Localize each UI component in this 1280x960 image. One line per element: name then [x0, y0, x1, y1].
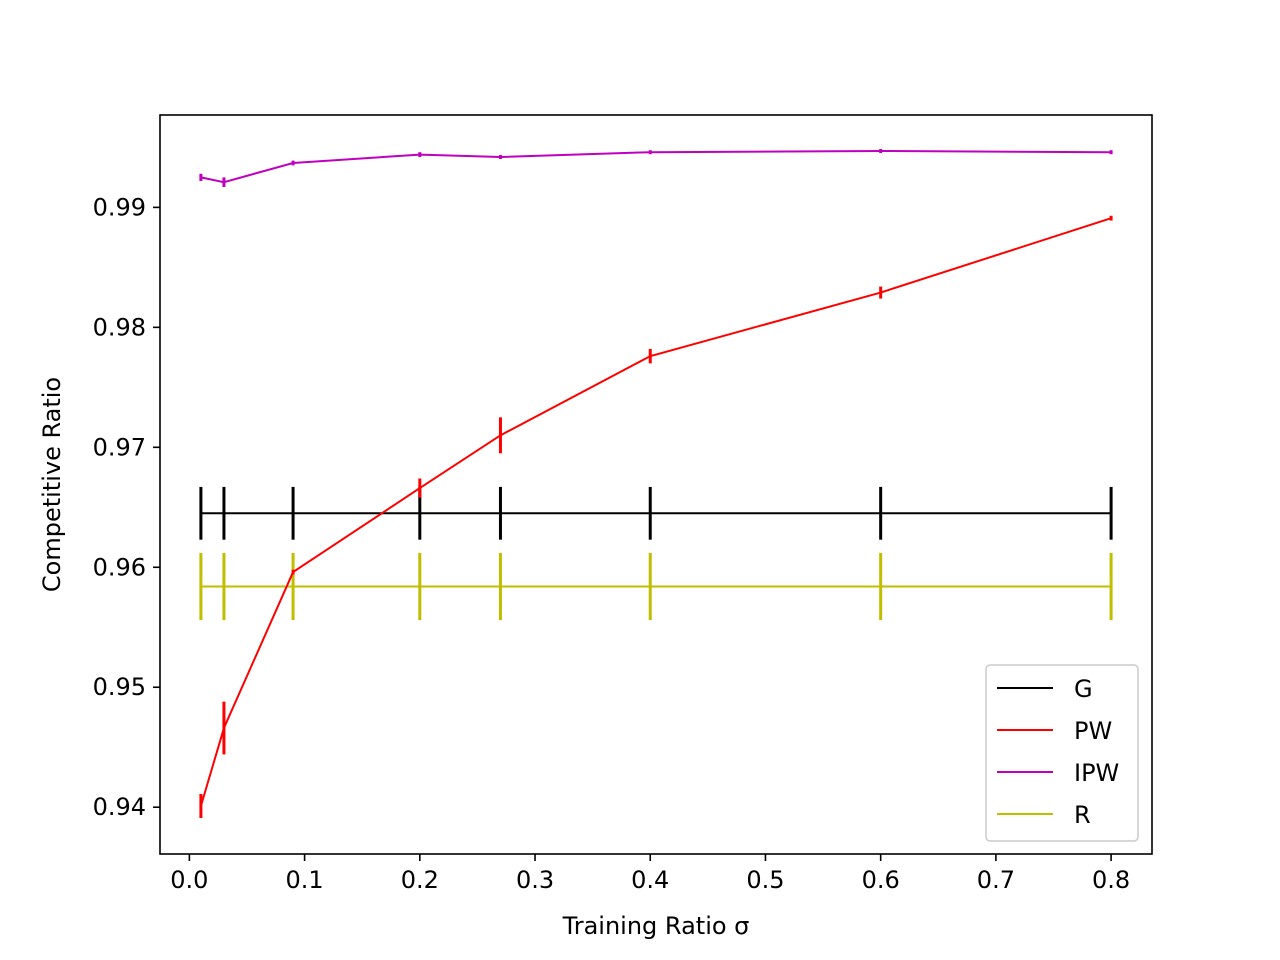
legend-label-g: G: [1074, 675, 1093, 703]
series-pw: [199, 215, 1113, 819]
series-r: [199, 552, 1113, 621]
x-axis-label: Training Ratio σ: [562, 912, 750, 940]
x-axis: 0.0 0.1 0.2 0.3 0.4 0.5 0.6 0.7 0.8: [170, 854, 1130, 894]
x-tick-label: 0.4: [631, 866, 669, 894]
y-tick-label: 0.97: [93, 433, 146, 461]
series-pw-line: [199, 217, 1112, 807]
x-tick-label: 0.1: [286, 866, 324, 894]
x-tick-label: 0.8: [1092, 866, 1130, 894]
series-g: [199, 486, 1113, 540]
legend-label-r: R: [1074, 801, 1091, 829]
y-axis: 0.94 0.95 0.96 0.97 0.98 0.99: [93, 193, 160, 821]
x-tick-label: 0.6: [862, 866, 900, 894]
plot-frame: [159, 114, 1153, 855]
y-tick-label: 0.98: [93, 313, 146, 341]
legend-label-ipw: IPW: [1074, 759, 1119, 787]
x-tick-label: 0.3: [516, 866, 554, 894]
y-tick-label: 0.99: [93, 193, 146, 221]
x-tick-label: 0.0: [170, 866, 208, 894]
series-ipw: [199, 148, 1113, 187]
y-axis-label: Competitive Ratio: [38, 377, 66, 592]
y-tick-label: 0.96: [93, 553, 146, 581]
x-tick-label: 0.7: [977, 866, 1015, 894]
x-tick-label: 0.2: [401, 866, 439, 894]
legend-box: [985, 664, 1139, 842]
y-tick-label: 0.94: [93, 793, 146, 821]
y-tick-label: 0.95: [93, 673, 146, 701]
series-layer: [199, 148, 1113, 819]
legend: G PW IPW R: [985, 664, 1139, 842]
x-tick-label: 0.5: [746, 866, 784, 894]
legend-label-pw: PW: [1074, 717, 1112, 745]
series-ipw-line: [200, 149, 1112, 184]
